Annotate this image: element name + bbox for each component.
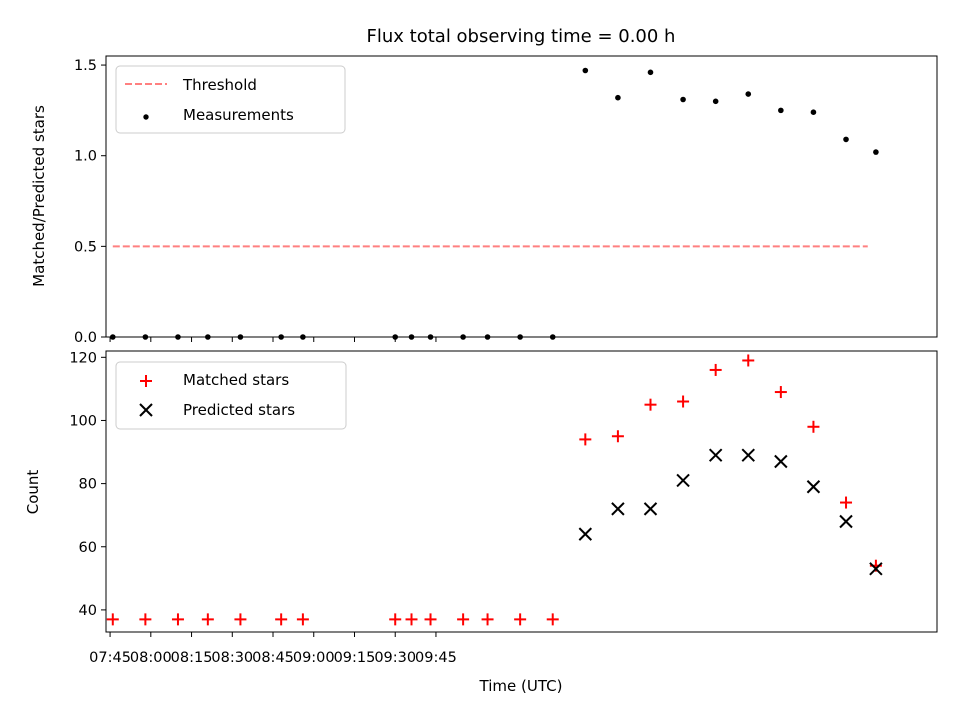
measurement-point (408, 334, 415, 340)
bottom-x-axis: 07:4508:0008:1508:3008:4509:0009:1509:30… (89, 632, 457, 666)
predicted-star-point (578, 527, 593, 541)
predicted-star-point (774, 454, 788, 469)
measurement-point (615, 94, 621, 101)
top-plot: 0.0 0.5 1.0 1.5 Matched/Predicted stars Thr… (30, 55, 938, 346)
bottom-x-tick-label: 09:45 (415, 650, 457, 666)
matched-star-point (709, 363, 722, 376)
predicted-star-point (676, 473, 690, 488)
bottom-x-tick-label: 08:00 (130, 650, 172, 666)
bottom-y-axis-label: Count (24, 470, 42, 515)
bottom-x-tick-label: 08:30 (211, 650, 253, 666)
matched-star-point (139, 613, 152, 626)
matched-star-point (611, 430, 624, 443)
bottom-x-tick-label: 09:00 (293, 650, 335, 666)
measurement-point (142, 334, 149, 340)
matched-star-point (389, 613, 402, 626)
measurement-point (810, 109, 817, 115)
matched-legend-label: Matched stars (183, 371, 289, 389)
predicted-star-point (741, 448, 755, 462)
top-y-axis-label: Matched/Predicted stars (30, 105, 48, 287)
matched-star-point (296, 613, 309, 626)
matched-star-point (644, 398, 657, 411)
top-y-tick-label: 0.0 (74, 330, 97, 346)
measurement-point (843, 136, 849, 143)
matched-star-point (171, 613, 184, 626)
measurement-point (582, 67, 589, 74)
measurement-point (237, 334, 244, 340)
measurement-point (712, 98, 719, 105)
matched-star-point (201, 613, 214, 626)
top-y-tick-label: 0.5 (74, 239, 97, 255)
measurement-point (460, 334, 466, 340)
bottom-y-tick-label: 60 (79, 540, 97, 556)
matched-star-point (807, 420, 820, 433)
predicted-legend-label: Predicted stars (183, 401, 295, 419)
measurement-point (278, 334, 284, 340)
matched-star-point (677, 395, 690, 408)
measurement-point (745, 91, 752, 97)
measurement-point (427, 334, 434, 340)
count-points (106, 354, 883, 626)
matched-star-point (424, 613, 437, 626)
measurement-point (517, 334, 523, 340)
bottom-y-tick-label: 40 (79, 603, 97, 619)
measurement-point (778, 107, 784, 114)
top-legend-box (115, 65, 346, 134)
bottom-y-tick-label: 80 (79, 477, 97, 493)
matched-star-point (514, 613, 527, 626)
predicted-star-point (708, 448, 723, 462)
predicted-star-point (611, 502, 625, 516)
matched-star-point (457, 613, 470, 626)
top-y-tick-label: 1.5 (74, 58, 97, 74)
bottom-x-tick-label: 09:15 (334, 650, 376, 666)
top-y-axis: 0.0 0.5 1.0 1.5 (74, 58, 106, 346)
predicted-star-point (839, 514, 853, 529)
threshold-legend-label: Threshold (182, 76, 257, 94)
matched-star-point (405, 613, 418, 626)
measurement-point (873, 149, 879, 155)
matched-star-point (579, 433, 592, 446)
bottom-y-tick-label: 120 (69, 350, 97, 366)
predicted-star-point (643, 502, 658, 516)
bottom-legend-box (115, 361, 347, 430)
bottom-x-tick-label: 08:45 (252, 650, 294, 666)
measurement-point (647, 69, 654, 76)
predicted-star-point (806, 480, 821, 494)
matched-star-point (742, 354, 755, 367)
x-axis-label: Time (UTC) (479, 677, 563, 695)
matched-star-point (481, 613, 494, 626)
measurements-legend-swatch (143, 114, 149, 120)
top-legend: Threshold Measurements (115, 65, 346, 134)
matched-star-point (774, 386, 787, 399)
measurements-legend-label: Measurements (183, 106, 294, 124)
predicted-star-point (869, 562, 883, 576)
bottom-legend: Matched stars Predicted stars (115, 361, 347, 430)
measurement-point (680, 96, 686, 103)
bottom-x-tick-label: 09:30 (374, 650, 416, 666)
measurement-points (109, 67, 879, 340)
measurement-point (109, 334, 116, 340)
matched-star-point (106, 613, 119, 626)
matched-legend-swatch (140, 375, 152, 387)
measurement-point (205, 334, 211, 340)
predicted-legend-swatch (139, 403, 153, 417)
matched-star-point (275, 613, 288, 626)
chart-title: Flux total observing time = 0.00 h (367, 26, 676, 47)
measurement-point (484, 334, 491, 340)
bottom-plot-frame (105, 350, 938, 633)
matched-star-point (546, 613, 559, 626)
top-y-tick-label: 1.0 (74, 149, 97, 165)
bottom-y-tick-label: 100 (69, 413, 97, 429)
matched-star-point (840, 496, 853, 509)
matched-star-point (234, 613, 247, 626)
bottom-x-tick-label: 07:45 (89, 650, 131, 666)
measurement-point (300, 334, 306, 340)
bottom-x-tick-label: 08:15 (171, 650, 213, 666)
top-x-axis-ticks (109, 337, 437, 342)
measurement-point (175, 334, 181, 340)
bottom-y-axis: 40 60 80 100 120 (69, 350, 106, 619)
measurement-point (549, 334, 556, 340)
